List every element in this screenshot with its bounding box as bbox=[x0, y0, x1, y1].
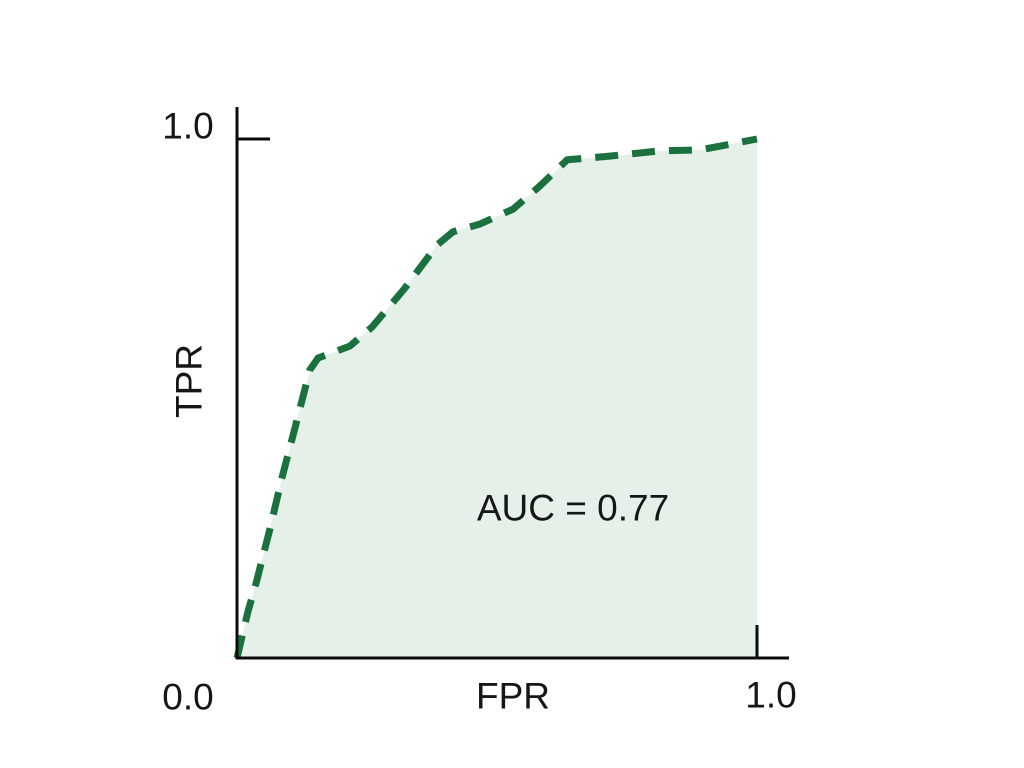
y-axis-title: TPR bbox=[168, 344, 210, 418]
roc-curve-line bbox=[233, 135, 758, 659]
auc-fill-area bbox=[237, 139, 757, 658]
x-axis-title: FPR bbox=[476, 675, 550, 717]
x-axis-max-tick-label: 1.0 bbox=[745, 674, 797, 716]
y-axis-max-tick-label: 1.0 bbox=[162, 105, 214, 147]
auc-annotation: AUC = 0.77 bbox=[476, 487, 670, 529]
origin-tick-label: 0.0 bbox=[162, 676, 214, 718]
